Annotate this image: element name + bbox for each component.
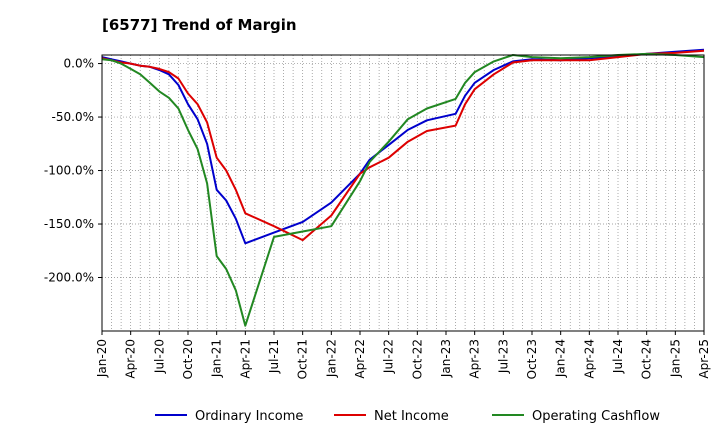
x-tick-label: Oct-24	[640, 339, 654, 379]
x-tick-label: Jan-21	[210, 339, 224, 378]
x-tick-label: Oct-23	[525, 339, 539, 379]
x-tick-label: Jul-20	[152, 339, 166, 374]
chart-title: [6577] Trend of Margin	[102, 16, 297, 34]
legend: Ordinary Income Net Income Operating Cashf…	[155, 409, 660, 424]
x-tick-label: Jul-22	[382, 339, 396, 374]
x-tick-label: Jan-25	[668, 339, 682, 378]
plot-frame	[101, 54, 705, 332]
x-tick-label: Apr-21	[238, 339, 252, 379]
series-line-net-income	[101, 49, 705, 242]
y-axis-ticks: 0.0% -50.0% -100.0% -150.0% -200.0%	[44, 57, 102, 285]
x-tick-label: Jul-24	[611, 339, 625, 374]
legend-label-operating-cashflow: Operating Cashflow	[532, 409, 660, 424]
y-tick-label: 0.0%	[64, 57, 95, 71]
x-tick-label: Apr-23	[468, 339, 482, 379]
x-tick-label: Jan-22	[324, 339, 338, 378]
series-line-operating-cashflow	[101, 52, 705, 327]
y-tick-label: -50.0%	[52, 110, 94, 124]
series-lines	[101, 48, 705, 327]
x-tick-label: Apr-22	[353, 339, 367, 379]
x-tick-label: Apr-25	[697, 339, 711, 379]
x-tick-label: Apr-24	[582, 339, 596, 379]
y-tick-label: -100.0%	[44, 164, 94, 178]
x-axis-ticks: Jan-20 Apr-20 Jul-20 Oct-20 Jan-21 Apr-21 Jul-…	[95, 331, 711, 379]
x-tick-label: Jan-24	[554, 339, 568, 378]
x-tick-label: Apr-20	[124, 339, 138, 379]
y-tick-label: -150.0%	[44, 217, 94, 231]
y-tick-label: -200.0%	[44, 271, 94, 285]
x-tick-label: Jul-23	[496, 339, 510, 374]
x-tick-label: Oct-22	[410, 339, 424, 379]
x-tick-label: Oct-20	[181, 339, 195, 379]
x-tick-label: Jan-23	[439, 339, 453, 378]
x-tick-label: Oct-21	[296, 339, 310, 379]
x-tick-label: Jul-21	[267, 339, 281, 374]
grid	[102, 55, 704, 331]
x-tick-label: Jan-20	[95, 339, 109, 378]
legend-label-net-income: Net Income	[374, 409, 449, 424]
legend-label-ordinary-income: Ordinary Income	[195, 409, 303, 424]
